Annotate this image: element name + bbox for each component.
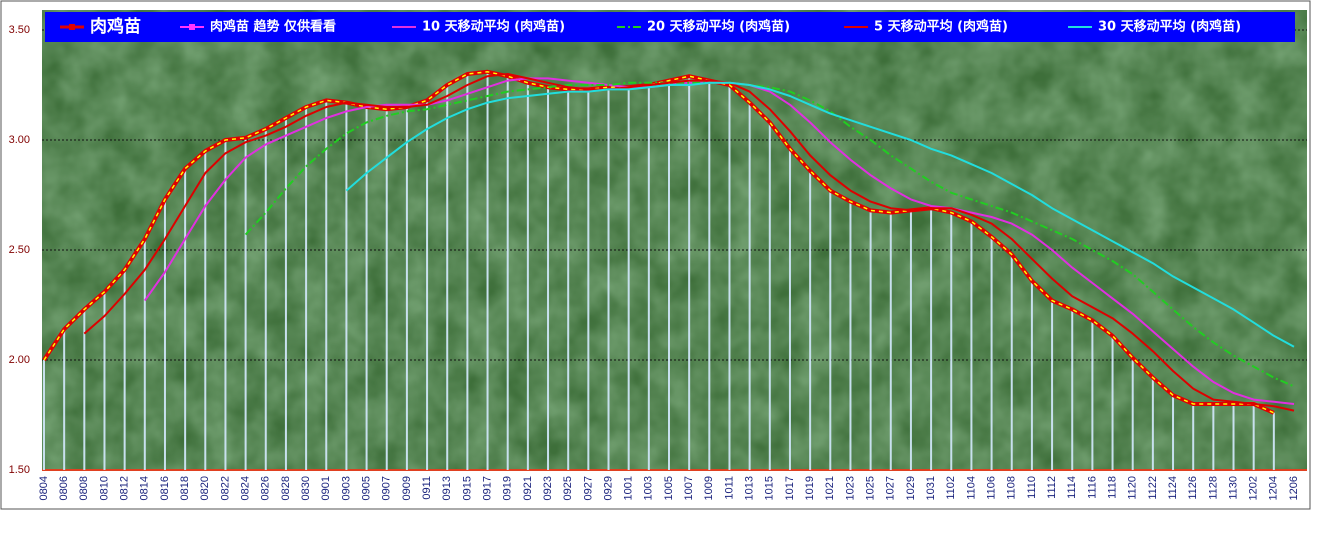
x-tick-label: 0915 xyxy=(461,476,473,500)
x-tick-label: 1122 xyxy=(1147,476,1159,500)
x-tick-label: 0909 xyxy=(401,476,413,500)
x-tick-label: 1128 xyxy=(1207,476,1219,500)
x-tick-label: 1102 xyxy=(945,476,957,500)
x-tick-label: 0812 xyxy=(119,476,131,500)
x-tick-label: 1204 xyxy=(1268,476,1280,500)
x-tick-label: 1005 xyxy=(663,476,675,500)
x-tick-label: 1130 xyxy=(1227,476,1239,500)
legend-label: 肉鸡苗 趋势 仅供看看 xyxy=(210,19,336,35)
legend-label: 10 天移动平均 (肉鸡苗) xyxy=(422,19,565,35)
x-tick-label: 0913 xyxy=(441,476,453,500)
y-tick-label: 2.00 xyxy=(9,354,30,366)
legend-marker xyxy=(69,24,75,30)
x-tick-label: 1025 xyxy=(865,476,877,500)
x-tick-label: 0927 xyxy=(582,476,594,500)
x-tick-label: 1112 xyxy=(1046,476,1058,499)
x-tick-label: 1013 xyxy=(744,476,756,500)
x-tick-label: 0919 xyxy=(502,476,514,500)
x-tick-label: 0824 xyxy=(240,476,252,500)
legend-marker xyxy=(189,24,195,30)
x-tick-label: 0925 xyxy=(562,476,574,500)
plot-texture xyxy=(42,10,1307,470)
x-tick-label: 1114 xyxy=(1066,476,1078,499)
x-tick-label: 1104 xyxy=(965,476,977,500)
legend-label: 5 天移动平均 (肉鸡苗) xyxy=(874,19,1008,35)
x-tick-label: 0907 xyxy=(381,476,393,500)
legend-label: 20 天移动平均 (肉鸡苗) xyxy=(647,19,790,35)
x-tick-label: 0822 xyxy=(219,476,231,500)
x-tick-label: 1116 xyxy=(1086,476,1098,499)
x-tick-label: 0929 xyxy=(602,476,614,500)
x-tick-label: 0905 xyxy=(360,476,372,500)
x-tick-label: 0810 xyxy=(98,476,110,500)
x-tick-label: 0911 xyxy=(421,476,433,500)
x-tick-label: 1120 xyxy=(1127,476,1139,500)
x-tick-label: 1110 xyxy=(1026,476,1038,499)
x-tick-label: 1023 xyxy=(844,476,856,500)
x-tick-label: 1031 xyxy=(925,476,937,500)
legend-label: 30 天移动平均 (肉鸡苗) xyxy=(1098,19,1241,35)
x-tick-label: 1118 xyxy=(1106,476,1118,499)
x-tick-label: 1029 xyxy=(905,476,917,500)
legend-label: 肉鸡苗 xyxy=(90,16,141,37)
x-tick-label: 1126 xyxy=(1187,476,1199,500)
x-tick-label: 0917 xyxy=(481,476,493,500)
x-tick-label: 0826 xyxy=(260,476,272,500)
x-tick-label: 0808 xyxy=(78,476,90,500)
series-line xyxy=(83,73,1295,412)
series-line xyxy=(345,81,1295,348)
x-tick-label: 1011 xyxy=(723,476,735,500)
x-tick-label: 1009 xyxy=(703,476,715,500)
x-tick-label: 0816 xyxy=(159,476,171,500)
x-tick-label: 0806 xyxy=(58,476,70,500)
x-tick-label: 1206 xyxy=(1288,476,1300,500)
x-tick-label: 0804 xyxy=(38,476,50,500)
x-tick-label: 1003 xyxy=(643,476,655,500)
x-tick-label: 1021 xyxy=(824,476,836,500)
series-line-highlight xyxy=(43,71,1275,414)
x-tick-label: 0830 xyxy=(300,476,312,500)
x-tick-label: 1015 xyxy=(764,476,776,500)
x-tick-label: 1202 xyxy=(1248,476,1260,500)
x-tick-label: 1001 xyxy=(623,476,635,500)
x-tick-label: 1007 xyxy=(683,476,695,500)
x-tick-label: 1106 xyxy=(985,476,997,500)
x-tick-label: 1017 xyxy=(784,476,796,500)
x-tick-label: 0820 xyxy=(199,476,211,500)
x-tick-label: 1019 xyxy=(804,476,816,500)
y-tick-label: 1.50 xyxy=(9,464,30,476)
x-tick-label: 1124 xyxy=(1167,476,1179,500)
y-tick-label: 3.00 xyxy=(9,134,30,146)
x-tick-label: 0901 xyxy=(320,476,332,500)
x-tick-label: 0828 xyxy=(280,476,292,500)
x-tick-label: 1108 xyxy=(1006,476,1018,500)
x-tick-label: 0903 xyxy=(340,476,352,500)
x-tick-label: 0923 xyxy=(542,476,554,500)
x-tick-label: 1027 xyxy=(885,476,897,500)
x-tick-label: 0921 xyxy=(522,476,534,500)
x-tick-label: 0814 xyxy=(139,476,151,500)
y-tick-label: 3.50 xyxy=(9,24,30,36)
y-tick-label: 2.50 xyxy=(9,244,30,256)
x-tick-label: 0818 xyxy=(179,476,191,500)
